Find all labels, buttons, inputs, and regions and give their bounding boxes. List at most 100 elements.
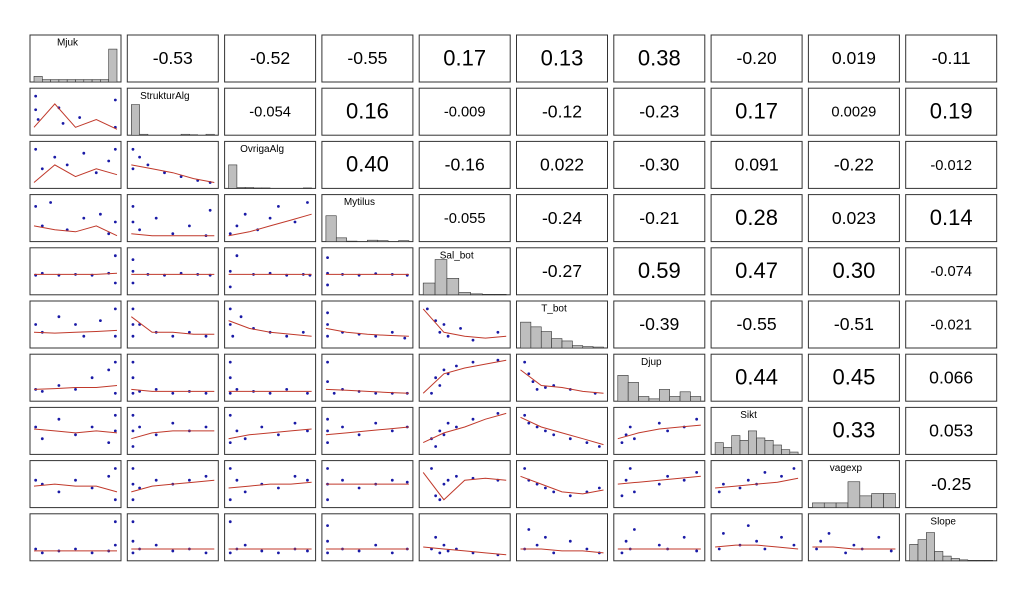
panel-frame [613,300,706,349]
scatter-point [260,549,264,553]
scatter-point [131,220,135,224]
scatter-point [74,547,77,551]
scatter-point [113,98,117,102]
panel-frame [418,34,511,83]
histogram-bar [91,79,101,83]
panel-frame [29,34,122,83]
correlation-value: -0.054 [249,105,291,121]
panel-frame [29,140,122,189]
scatter-point [738,486,742,490]
scatter-point [442,433,446,437]
scatter-point [277,433,280,437]
scatter-point [552,433,556,437]
panel-frame [807,87,900,136]
scatter-point [357,486,361,490]
scatter-point [695,417,699,421]
scatter-point [471,360,475,364]
smooth-line [422,472,507,501]
correlation-value: -0.23 [639,101,679,121]
histogram-bar [325,215,337,242]
histogram-bar [617,375,629,402]
smooth-line [131,388,215,392]
scatter-point [268,391,272,395]
scatter-point [74,433,77,437]
correlation-value: -0.16 [445,155,485,175]
scatter-point [208,208,212,212]
scatter-point [78,116,82,119]
scatter-point [434,376,438,380]
smooth-line [131,233,215,237]
histogram-bar [847,481,861,508]
panel-frame [321,513,414,562]
scatter-point [90,486,94,490]
smooth-line [325,426,409,436]
scatter-point [138,425,142,429]
scatter-point [131,323,135,326]
histogram-bar [658,389,670,402]
panel-frame [321,194,414,243]
panel-frame [710,194,803,243]
panel-frame [321,300,414,349]
histogram-bar [739,439,749,455]
scatter-point [306,478,309,482]
correlation-value: 0.0029 [831,105,876,121]
scatter-point [568,539,572,543]
scatter-point [40,224,44,228]
scatter-point [34,205,38,208]
scatter-point [235,388,239,391]
scatter-point [326,256,329,260]
smooth-line [131,430,215,440]
smooth-line [325,388,409,394]
scatter-point [268,216,272,220]
histogram-bar [398,240,410,242]
smooth-line [422,308,507,339]
smooth-line [325,327,409,337]
scatter-point [107,474,111,478]
scatter-point [235,429,239,433]
correlation-value: -0.24 [542,208,582,228]
histogram-bar [100,79,110,83]
scatter-point [624,539,628,543]
scatter-point [306,549,309,553]
scatter-point [405,480,409,484]
scatter-point [131,334,135,338]
histogram-bar [942,555,952,562]
scatter-point [568,437,572,441]
scatter-point [717,490,721,494]
histogram-bar [83,79,93,83]
histogram-bar [367,239,379,242]
panel-frame [29,194,122,243]
scatter-point [535,482,539,486]
panel-frame [126,34,219,83]
histogram-bar [823,502,837,508]
scatter-point [228,467,232,470]
scatter-point [657,543,661,547]
scatter-point [390,330,394,334]
correlation-value: -0.25 [931,474,971,494]
histogram-bar [871,493,884,508]
scatter-point [34,147,38,151]
scatter-point [306,201,309,204]
scatter-point [34,94,38,98]
scatter-point [496,411,500,415]
panel-frame [224,406,317,455]
scatter-point [341,478,344,482]
scatter-point [131,429,135,433]
correlation-value: -0.11 [932,48,971,68]
scatter-point [496,330,500,334]
histogram-bar [58,79,68,83]
scatter-point [235,478,239,482]
scatter-point [746,524,750,527]
panel-frame [710,513,803,562]
variable-label: Djup [641,357,662,368]
panel-frame [905,34,998,83]
scatter-point [792,467,796,470]
histogram-bar [470,293,483,296]
histogram-bar [731,435,741,455]
scatter-point [34,478,38,482]
panel-frame [126,513,219,562]
scatter-point [390,551,394,555]
panel-frame [321,353,414,402]
smooth-line [33,428,118,434]
scatter-point [624,433,628,437]
